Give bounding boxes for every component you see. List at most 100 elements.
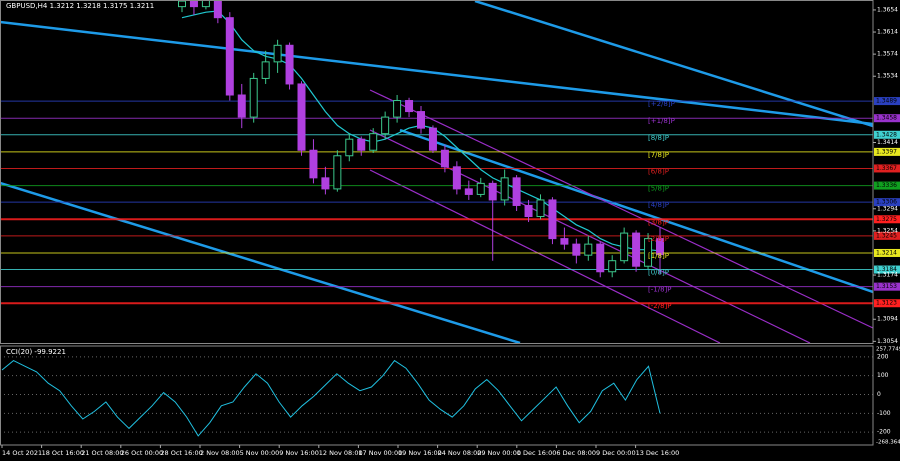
- x-tick-label: 2 Nov 08:00: [200, 449, 240, 457]
- level-price: 1.3428: [876, 131, 897, 138]
- level-price: 1.3123: [876, 300, 897, 307]
- candle-body: [249, 77, 258, 118]
- candle-body: [500, 177, 509, 201]
- level-label: [-2/8]P: [648, 302, 671, 310]
- level-price: 1.3306: [876, 199, 897, 206]
- candle-body: [201, 0, 210, 8]
- candle-body: [608, 260, 617, 273]
- candle-body: [632, 232, 641, 267]
- candle-body: [584, 243, 593, 256]
- level-price: 1.3458: [876, 115, 897, 122]
- y-tick-label: -200: [877, 429, 891, 436]
- candle-body: [261, 61, 270, 79]
- y-tick-label: 1.3054: [877, 338, 898, 345]
- trend-line: [0, 181, 521, 343]
- level-price-box: [874, 114, 900, 123]
- level-price-box: [874, 215, 900, 224]
- trend-line: [474, 0, 873, 128]
- candle-body: [656, 238, 664, 256]
- candle-body: [189, 0, 198, 8]
- channel-line: [369, 169, 721, 343]
- level-label: [6/8]P: [648, 167, 669, 175]
- x-tick-label: 28 Oct 16:00: [160, 449, 202, 457]
- level-price: 1.3397: [876, 148, 897, 155]
- y-tick-label: 1.3254: [877, 227, 898, 234]
- candle-body: [225, 17, 234, 96]
- y-tick-label: 1.3654: [877, 6, 898, 13]
- x-tick-label: 19 Nov 16:00: [398, 449, 442, 457]
- candle-body: [428, 127, 437, 151]
- y-limit-label: -268.3641: [876, 440, 900, 446]
- x-tick-label: 18 Oct 16:00: [42, 449, 84, 457]
- level-price: 1.3489: [876, 98, 897, 105]
- level-price: 1.3367: [876, 165, 897, 172]
- y-limit-label: 257.7749: [876, 347, 900, 353]
- level-price-box: [874, 198, 900, 207]
- candle-body: [452, 166, 461, 190]
- level-price: 1.3275: [876, 216, 897, 223]
- channel-line: [369, 89, 873, 329]
- candle-body: [381, 116, 390, 135]
- candle-body: [321, 177, 330, 190]
- candle-body: [572, 243, 581, 256]
- candle-body: [178, 0, 186, 8]
- candle-body: [524, 204, 533, 218]
- level-label: [8/8]P: [648, 134, 669, 142]
- level-label: [+2/8]P: [648, 100, 675, 108]
- candle-body: [596, 243, 605, 273]
- y-tick-label: 1.3094: [877, 316, 898, 323]
- candle-body: [644, 238, 653, 267]
- candle-body: [333, 155, 342, 190]
- candle-body: [488, 182, 497, 201]
- candle-body: [512, 177, 521, 206]
- level-price: 1.3214: [876, 249, 897, 256]
- x-tick-label: 29 Nov 00:00: [477, 449, 521, 457]
- level-price-box: [874, 265, 900, 274]
- trend-line: [399, 128, 873, 294]
- candle-body: [560, 238, 569, 245]
- y-tick-label: -100: [877, 410, 891, 417]
- y-tick-label: 1.3614: [877, 29, 898, 36]
- candle-body: [237, 94, 246, 118]
- x-tick-label: 13 Dec 16:00: [636, 449, 680, 457]
- y-tick-label: 1.3174: [877, 272, 898, 279]
- candle-body: [548, 199, 557, 240]
- x-tick-label: 14 Oct 2021: [2, 449, 42, 457]
- level-label: [2/8]P: [648, 235, 669, 243]
- x-tick-label: 21 Oct 08:00: [81, 449, 123, 457]
- level-price: 1.3245: [876, 232, 897, 239]
- x-tick-label: 9 Nov 16:00: [279, 449, 319, 457]
- trend-line: [0, 20, 873, 126]
- candle-body: [464, 188, 473, 195]
- level-price: 1.3184: [876, 266, 897, 273]
- level-price: 1.3153: [876, 283, 897, 290]
- level-price-box: [874, 147, 900, 156]
- candle-body: [309, 149, 318, 179]
- y-tick-label: 1.3534: [877, 73, 898, 80]
- level-price-box: [874, 299, 900, 308]
- x-tick-label: 26 Oct 00:00: [121, 449, 163, 457]
- main-frame: [0, 0, 874, 344]
- x-tick-label: 9 Dec 00:00: [596, 449, 636, 457]
- x-tick-label: 1 Dec 16:00: [517, 449, 557, 457]
- x-tick-label: 12 Nov 08:00: [319, 449, 363, 457]
- candle-body: [357, 138, 366, 151]
- level-price-box: [874, 231, 900, 240]
- candle-body: [297, 83, 306, 151]
- cci-frame: [0, 345, 874, 446]
- cci-panel: [0, 356, 873, 437]
- candle-body: [369, 133, 378, 151]
- candle-body: [620, 232, 629, 262]
- y-tick-label: 1.3414: [877, 139, 898, 146]
- level-price-box: [874, 248, 900, 257]
- level-label: [4/8]P: [648, 201, 669, 209]
- level-label: [7/8]P: [648, 151, 669, 159]
- level-price-box: [874, 282, 900, 291]
- level-label: [+1/8]P: [648, 117, 675, 125]
- level-label: [5/8]P: [648, 185, 669, 193]
- main-panel: [0, 0, 873, 343]
- candle-body: [440, 149, 449, 168]
- candle-body: [213, 0, 222, 19]
- y-tick-label: 200: [877, 353, 889, 360]
